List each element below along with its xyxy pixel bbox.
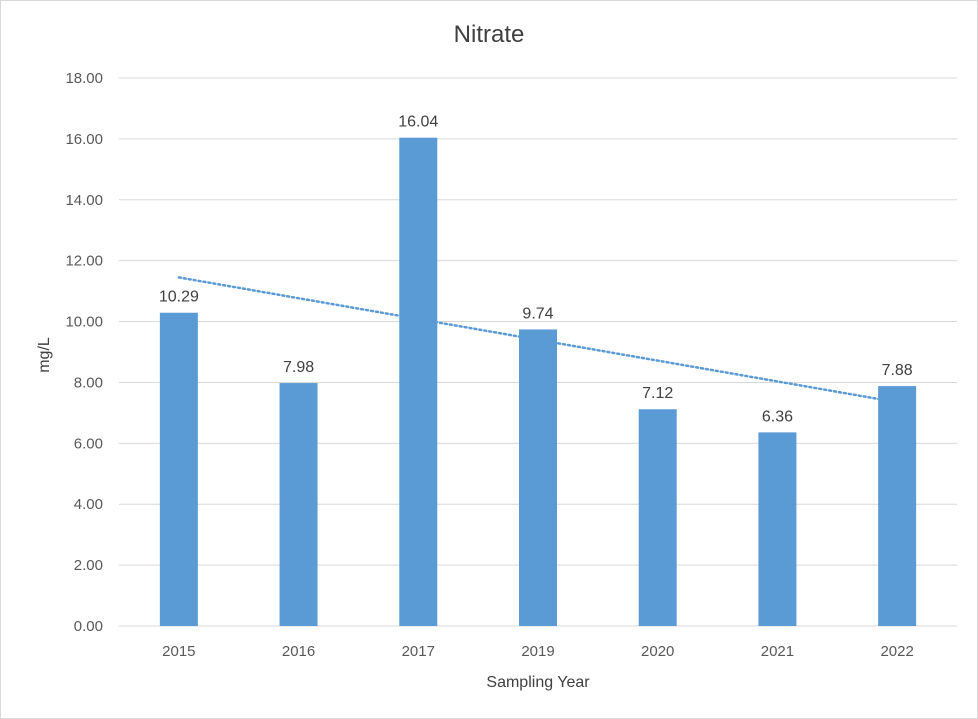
x-tick-label: 2017 bbox=[402, 643, 435, 660]
y-tick-label: 6.00 bbox=[74, 435, 103, 452]
bars bbox=[159, 137, 917, 626]
y-tick-label: 10.00 bbox=[65, 314, 103, 331]
data-label: 10.29 bbox=[159, 289, 199, 306]
y-tick-label: 18.00 bbox=[65, 70, 103, 87]
trendline bbox=[177, 276, 899, 404]
y-tick-label: 14.00 bbox=[65, 192, 103, 209]
y-tick-label: 8.00 bbox=[74, 374, 103, 391]
data-labels: 10.29 7.98 16.04 9.74 7.12 6.36 7.88 bbox=[159, 114, 913, 426]
x-axis-title: Sampling Year bbox=[486, 674, 590, 691]
y-axis-ticks: 0.00 2.00 4.00 6.00 8.00 10.00 12.00 14.00 16.00… bbox=[65, 70, 103, 635]
bar bbox=[399, 137, 438, 626]
x-tick-label: 2020 bbox=[641, 643, 674, 660]
y-tick-label: 16.00 bbox=[65, 131, 103, 148]
bar bbox=[519, 329, 557, 626]
bar bbox=[758, 432, 797, 626]
data-label: 7.12 bbox=[642, 385, 673, 402]
data-label: 9.74 bbox=[522, 305, 553, 322]
y-tick-label: 12.00 bbox=[65, 253, 103, 270]
x-tick-label: 2016 bbox=[282, 643, 315, 660]
x-tick-label: 2022 bbox=[880, 643, 913, 660]
x-tick-label: 2021 bbox=[761, 643, 794, 660]
data-label: 6.36 bbox=[762, 408, 793, 425]
y-tick-label: 0.00 bbox=[74, 618, 103, 635]
trendline-group bbox=[177, 276, 899, 404]
chart-title: Nitrate bbox=[453, 21, 525, 48]
bar bbox=[159, 312, 198, 626]
data-label: 7.88 bbox=[882, 362, 913, 379]
data-label: 16.04 bbox=[398, 114, 438, 131]
x-axis-ticks: 2015 2016 2017 2019 2020 2021 2022 bbox=[162, 643, 914, 660]
bar bbox=[638, 409, 677, 626]
y-axis-title: mg/L bbox=[36, 337, 53, 373]
x-tick-label: 2015 bbox=[162, 643, 195, 660]
x-tick-label: 2019 bbox=[521, 643, 554, 660]
y-tick-label: 2.00 bbox=[74, 557, 103, 574]
bar bbox=[878, 386, 917, 626]
bar bbox=[279, 383, 318, 626]
y-tick-label: 4.00 bbox=[74, 496, 103, 513]
data-label: 7.98 bbox=[283, 359, 314, 376]
